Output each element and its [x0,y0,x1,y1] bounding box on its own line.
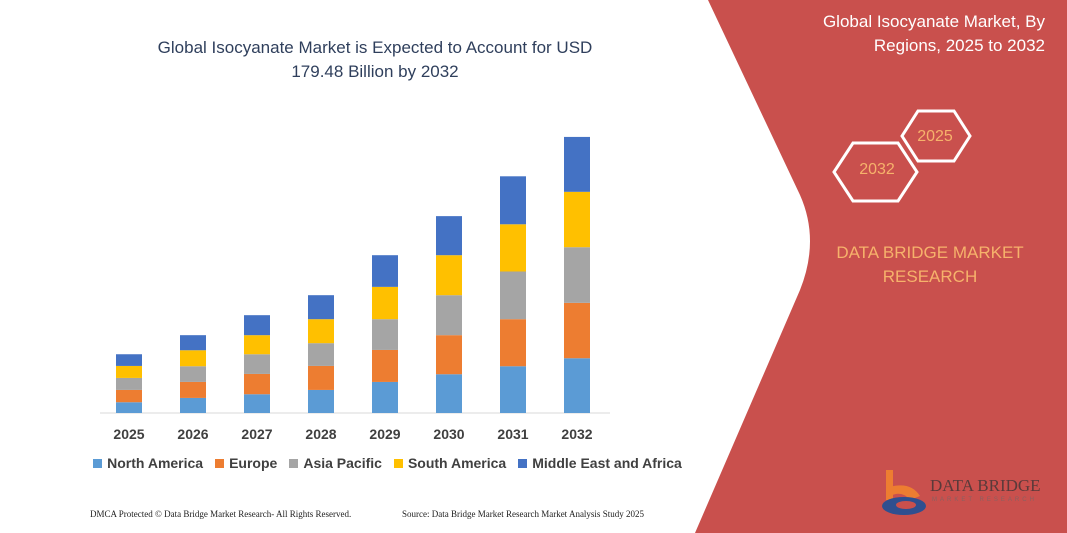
chart-title-line1: Global Isocyanate Market is Expected to … [157,38,593,57]
bar-segment-2027-north-america [244,394,270,413]
legend-item: Europe [215,455,277,471]
x-tick-label: 2027 [241,426,272,442]
legend-label: Europe [229,455,278,471]
x-tick-label: 2025 [113,426,144,442]
brand-line2: RESEARCH [882,267,978,286]
bar-segment-2025-middle-east-and-africa [116,354,142,366]
bar-segment-2029-europe [372,349,398,382]
bar-segment-2031-asia-pacific [500,271,526,320]
legend-label: North America [107,455,204,471]
bar-segment-2030-north-america [436,374,462,413]
bar-segment-2032-europe [564,302,590,359]
bar-segment-2026-north-america [180,397,206,413]
bar-segment-2025-south-america [116,365,142,378]
legend-item: North America [93,455,203,471]
bar-segment-2028-north-america [308,389,334,413]
side-title-line2: Regions, 2025 to 2032 [873,36,1045,55]
x-tick-label: 2032 [561,426,592,442]
legend-swatch [289,458,299,468]
legend-swatch [518,458,528,468]
hex-year-start: 2025 [917,128,953,145]
bar-segment-2031-north-america [500,366,526,413]
bar-segment-2026-europe [180,381,206,398]
logo-mark-icon [882,470,926,515]
legend-item: Middle East and Africa [518,455,682,471]
bar-segment-2032-south-america [564,191,590,248]
footer-copyright: DMCA Protected © Data Bridge Market Rese… [90,509,352,519]
bar-segment-2027-europe [244,373,270,395]
bar-segment-2032-asia-pacific [564,247,590,303]
bar-segment-2028-south-america [308,319,334,344]
bar-segment-2030-asia-pacific [436,295,462,336]
legend-label: Middle East and Africa [532,455,682,471]
bar-segment-2026-asia-pacific [180,366,206,382]
hexagon-2032-icon [832,141,919,203]
hex-year-end: 2032 [859,161,895,178]
bar-segment-2028-europe [308,365,334,390]
legend: North America Europe Asia Pacific South Ame… [0,455,775,471]
bar-segment-2032-middle-east-and-africa [564,136,590,192]
bar-segment-2027-middle-east-and-africa [244,315,270,336]
bar-segment-2029-asia-pacific [372,319,398,350]
x-tick-label: 2029 [369,426,400,442]
x-tick-label: 2026 [177,426,208,442]
bar-segment-2031-south-america [500,224,526,272]
bar-segment-2025-europe [116,389,142,403]
x-tick-label: 2030 [433,426,464,442]
hexagon-icons [832,109,972,203]
legend-label: South America [407,455,507,471]
x-tick-label: 2028 [305,426,336,442]
bar-segment-2025-asia-pacific [116,377,142,390]
side-panel-title: Global Isocyanate Market, By Regions, 20… [745,10,1045,58]
bar-segment-2029-north-america [372,381,398,413]
bar-segment-2031-europe [500,319,526,367]
legend-label: Asia Pacific [303,455,382,471]
chart-title-line2: 179.48 Billion by 2032 [291,62,459,81]
bar-segment-2030-europe [436,335,462,375]
legend-item: South America [393,455,507,471]
side-title-line1: Global Isocyanate Market, By [822,12,1045,31]
bar-segment-2026-south-america [180,350,206,367]
bar-segment-2027-asia-pacific [244,354,270,374]
legend-swatch [93,458,103,468]
footer-source: Source: Data Bridge Market Research Mark… [402,509,644,519]
logo-subtext: MARKET RESEARCH [932,497,1037,503]
data-bridge-logo: DATA BRIDGE MARKET RESEARCH [880,470,1041,523]
logo-text: DATA BRIDGE [930,476,1041,495]
bar-segment-2031-middle-east-and-africa [500,176,526,225]
stacked-bar-chart: 2025 2026 2027 2028 2029 2030 2031 2032 [100,136,610,442]
bar-segment-2028-middle-east-and-africa [308,295,334,320]
bar-segment-2032-north-america [564,358,590,413]
bar-segment-2030-south-america [436,255,462,296]
hexagon-2025-icon [900,109,972,163]
brand-line1: DATA BRIDGE MARKET [836,243,1024,262]
bar-segment-2028-asia-pacific [308,343,334,366]
bar-segment-2030-middle-east-and-africa [436,216,462,256]
bar-segment-2029-middle-east-and-africa [372,255,398,287]
x-tick-label: 2031 [497,426,528,442]
legend-item: Asia Pacific [289,455,382,471]
legend-swatch [215,458,225,468]
chart-title: Global Isocyanate Market is Expected to … [120,36,630,84]
bar-segment-2025-north-america [116,402,142,413]
bar-segment-2026-middle-east-and-africa [180,335,206,351]
legend-swatch [393,458,403,468]
bar-segment-2027-south-america [244,335,270,355]
brand-text: DATA BRIDGE MARKET RESEARCH [800,241,1060,289]
bar-segment-2029-south-america [372,286,398,320]
